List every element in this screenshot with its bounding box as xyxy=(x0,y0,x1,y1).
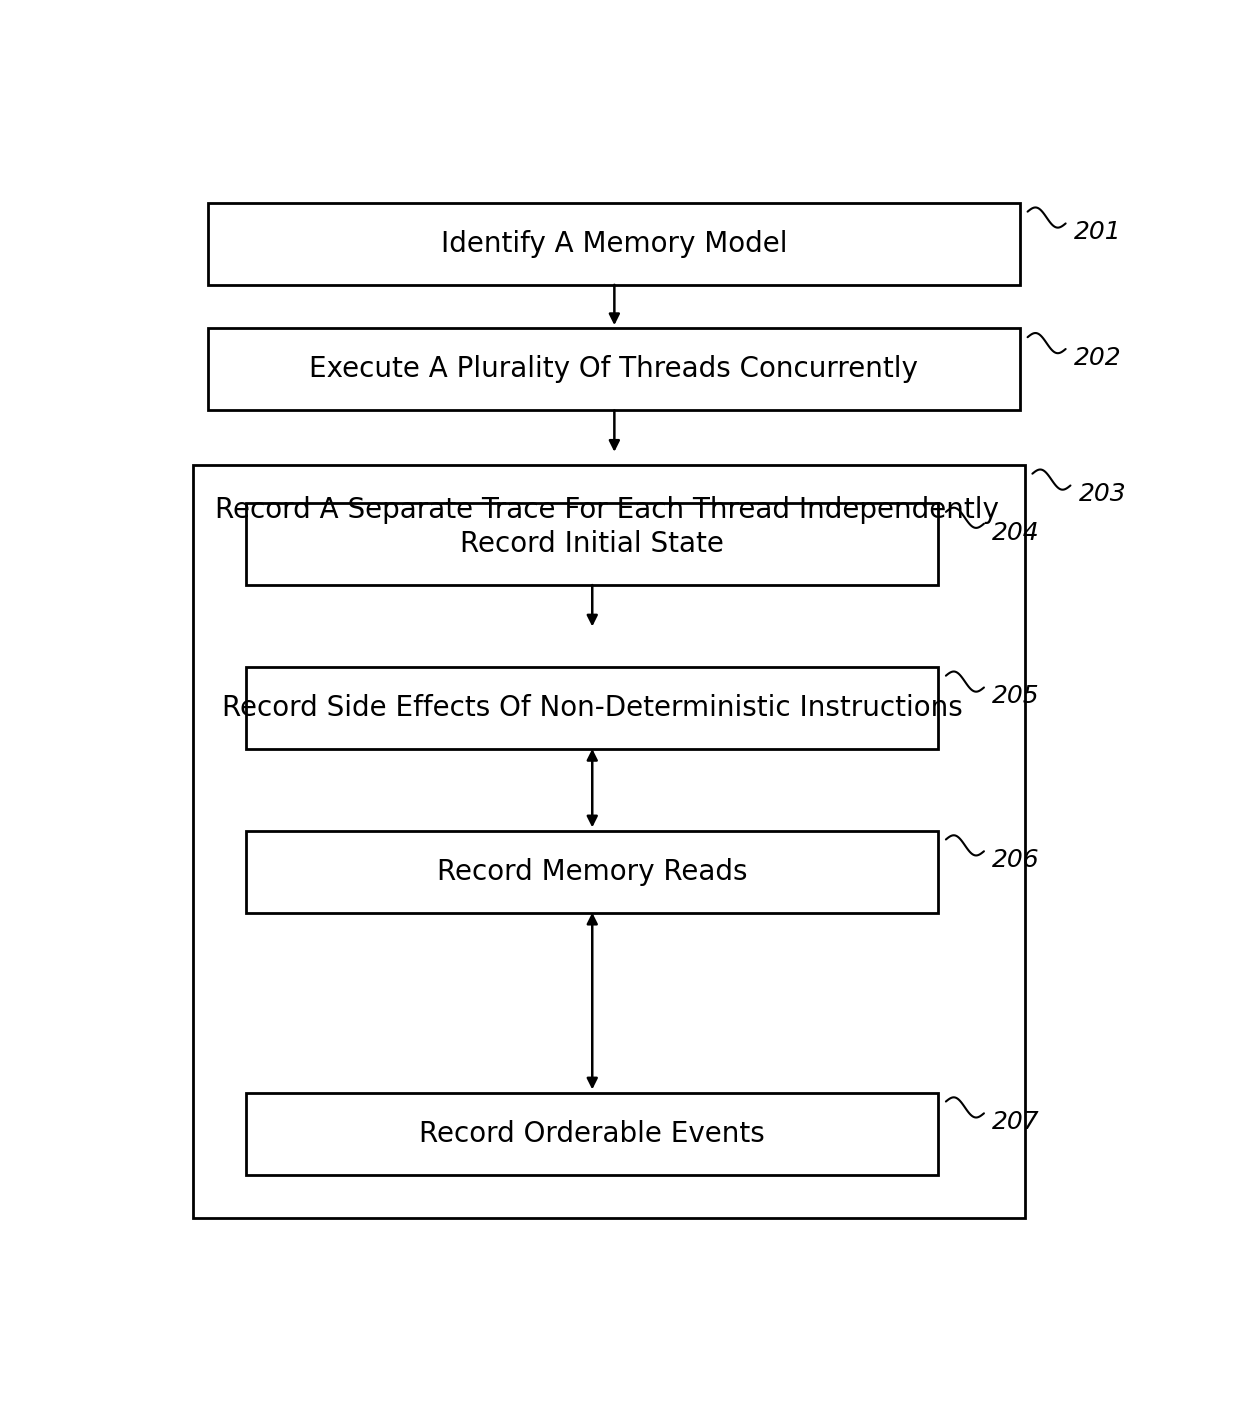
FancyBboxPatch shape xyxy=(247,503,939,586)
Text: Record Orderable Events: Record Orderable Events xyxy=(419,1120,765,1147)
FancyBboxPatch shape xyxy=(247,666,939,749)
Text: 204: 204 xyxy=(992,520,1039,545)
Text: Identify A Memory Model: Identify A Memory Model xyxy=(440,230,787,258)
Text: 205: 205 xyxy=(992,685,1039,709)
Text: 201: 201 xyxy=(1074,220,1121,244)
Text: 202: 202 xyxy=(1074,346,1121,370)
FancyBboxPatch shape xyxy=(247,831,939,913)
FancyBboxPatch shape xyxy=(208,329,1019,410)
Text: Record Side Effects Of Non-Deterministic Instructions: Record Side Effects Of Non-Deterministic… xyxy=(222,693,962,722)
FancyBboxPatch shape xyxy=(247,1093,939,1174)
Text: 207: 207 xyxy=(992,1110,1039,1134)
Text: Record A Separate Trace For Each Thread Independently: Record A Separate Trace For Each Thread … xyxy=(215,495,998,523)
FancyBboxPatch shape xyxy=(193,465,1024,1218)
Text: Execute A Plurality Of Threads Concurrently: Execute A Plurality Of Threads Concurren… xyxy=(310,356,919,383)
Text: 206: 206 xyxy=(992,848,1039,872)
Text: Record Initial State: Record Initial State xyxy=(460,530,724,559)
Text: 203: 203 xyxy=(1079,482,1126,506)
Text: Record Memory Reads: Record Memory Reads xyxy=(436,858,748,886)
FancyBboxPatch shape xyxy=(208,203,1019,285)
